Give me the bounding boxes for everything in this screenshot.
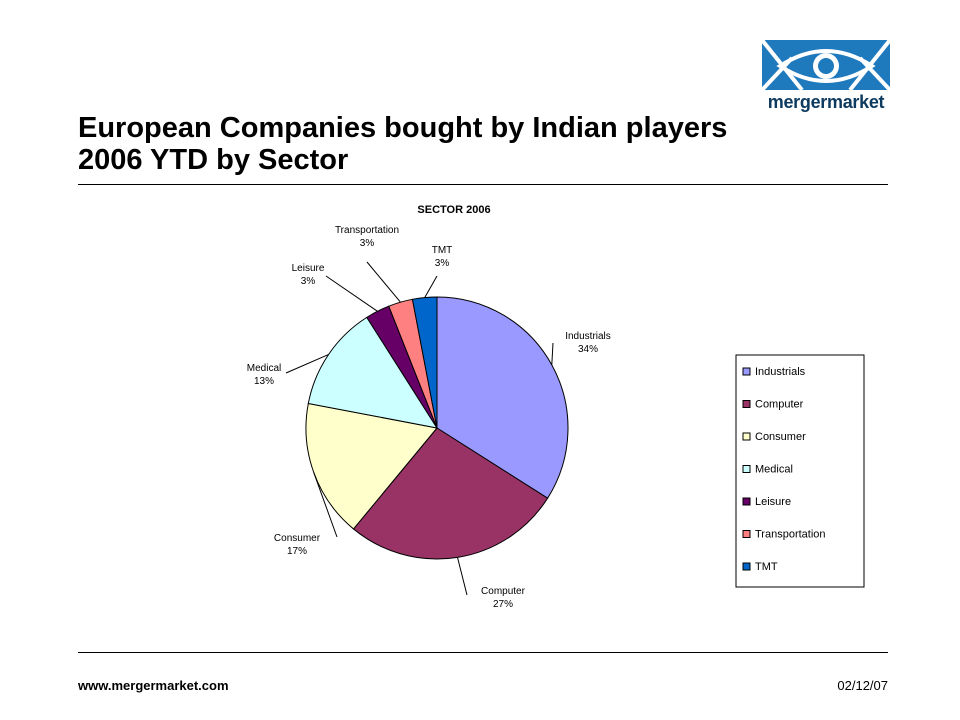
legend-label-transportation: Transportation bbox=[755, 529, 826, 541]
slice-percent-transportation: 3% bbox=[360, 238, 375, 249]
legend-label-medical: Medical bbox=[755, 464, 793, 476]
leader-line-medical bbox=[285, 353, 329, 374]
logo-text: mergermarket bbox=[767, 92, 885, 112]
legend-label-computer: Computer bbox=[755, 399, 804, 411]
legend-label-industrials: Industrials bbox=[755, 366, 806, 378]
leader-line-leisure bbox=[325, 275, 378, 312]
leader-line-consumer bbox=[313, 472, 338, 538]
legend-swatch-leisure bbox=[742, 497, 751, 506]
footer-url[interactable]: www.mergermarket.com bbox=[78, 678, 229, 693]
title-line-1: European Companies bought by Indian play… bbox=[78, 112, 728, 144]
page-title: European Companies bought by Indian play… bbox=[78, 112, 838, 176]
leader-line-industrials bbox=[551, 342, 554, 365]
legend-swatch-consumer bbox=[742, 432, 751, 441]
slice-percent-leisure: 3% bbox=[301, 276, 316, 287]
footer-date: 02/12/07 bbox=[837, 678, 888, 693]
slice-label-tmt: TMT bbox=[432, 245, 453, 256]
legend-swatch-industrials bbox=[742, 367, 751, 376]
chart-legend bbox=[735, 354, 865, 588]
slice-label-medical: Medical bbox=[247, 363, 281, 374]
pie-slice-consumer bbox=[305, 402, 438, 530]
leader-line-tmt bbox=[424, 275, 438, 298]
legend-label-consumer: Consumer bbox=[755, 431, 806, 443]
slice-label-transportation: Transportation bbox=[335, 225, 399, 236]
slice-percent-computer: 27% bbox=[493, 599, 513, 610]
leader-line-transportation bbox=[366, 261, 401, 303]
slice-label-leisure: Leisure bbox=[292, 263, 325, 274]
slice-percent-industrials: 34% bbox=[578, 344, 598, 355]
pie-slice-computer bbox=[352, 427, 549, 560]
legend-swatch-tmt bbox=[742, 562, 751, 571]
title-divider bbox=[78, 184, 888, 185]
logo-eye-icon bbox=[762, 40, 890, 90]
title-line-2: 2006 YTD by Sector bbox=[78, 144, 349, 176]
legend-label-tmt: TMT bbox=[755, 561, 778, 573]
chart-title: SECTOR 2006 bbox=[417, 204, 490, 216]
legend-swatch-transportation bbox=[742, 530, 751, 538]
legend-swatch-medical bbox=[742, 465, 751, 473]
slice-label-consumer: Consumer bbox=[274, 533, 321, 544]
footer-divider bbox=[78, 652, 888, 653]
legend-swatch-computer bbox=[742, 400, 751, 408]
slice-label-industrials: Industrials bbox=[565, 331, 611, 342]
slice-percent-medical: 13% bbox=[254, 376, 274, 387]
mergermarket-logo: mergermarket bbox=[762, 40, 890, 120]
slice-percent-tmt: 3% bbox=[435, 258, 450, 269]
slice-label-computer: Computer bbox=[481, 586, 526, 597]
slice-percent-consumer: 17% bbox=[287, 546, 307, 557]
leader-line-computer bbox=[457, 557, 468, 596]
legend-label-leisure: Leisure bbox=[755, 496, 791, 508]
